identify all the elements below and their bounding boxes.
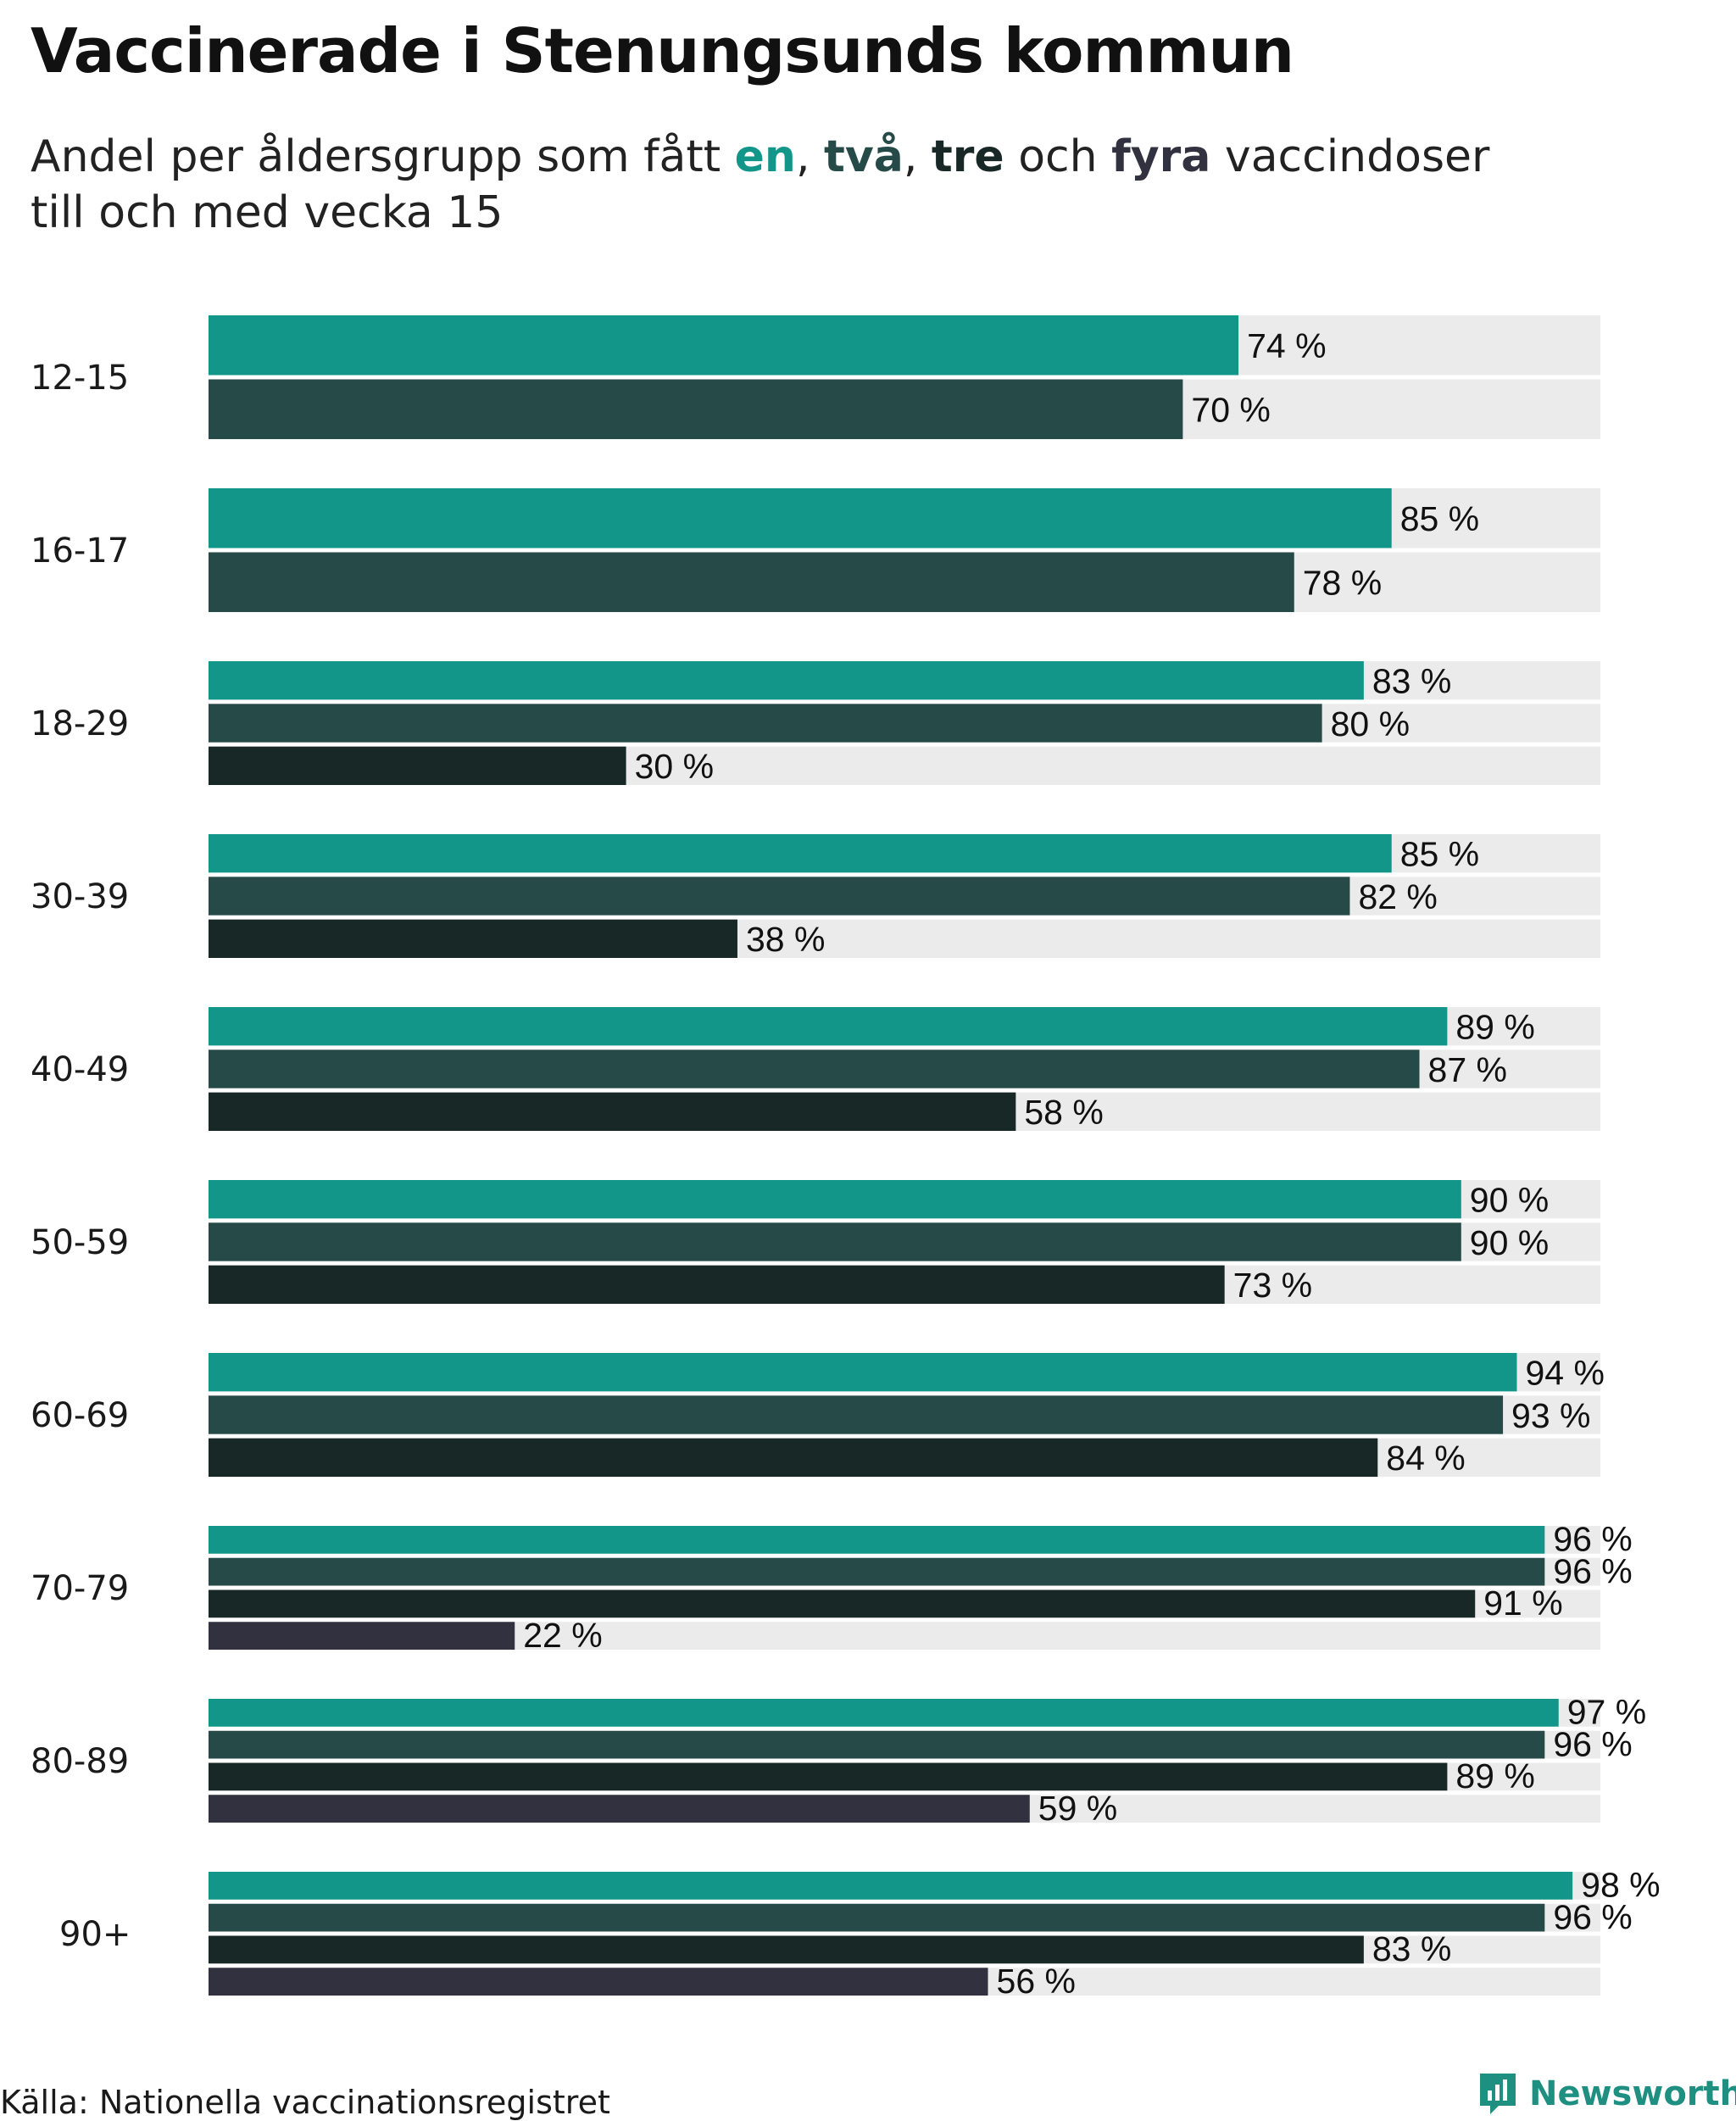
value-label: 38 %	[746, 920, 825, 959]
value-label: 80 %	[1331, 704, 1410, 743]
bar-fyra	[209, 1622, 515, 1650]
bar-tre	[209, 919, 737, 958]
bar-chart: 12-15 74 % 70 % 16-17 85 % 78 % 18-29 83 % 80 % 3…	[31, 315, 1661, 2001]
value-label: 98 %	[1581, 1866, 1660, 1905]
value-label: 85 %	[1400, 834, 1479, 873]
value-label: 30 %	[635, 747, 714, 786]
value-label: 83 %	[1372, 1929, 1451, 1968]
value-label: 58 %	[1024, 1093, 1103, 1132]
value-label: 96 %	[1553, 1551, 1632, 1590]
bar-tre	[209, 1935, 1364, 1964]
value-label: 94 %	[1525, 1353, 1604, 1392]
newsworthy-logo: Newsworthy	[1477, 2070, 1736, 2118]
value-label: 83 %	[1372, 661, 1451, 700]
category-label: 30-39	[31, 877, 129, 916]
subtitle-sep-1: ,	[795, 131, 825, 182]
subtitle-suffix: vaccindoser	[1210, 131, 1490, 182]
value-label: 89 %	[1455, 1756, 1534, 1795]
value-label: 87 %	[1428, 1050, 1507, 1089]
category-label: 50-59	[31, 1223, 129, 1262]
bar-tre	[209, 746, 626, 785]
chart-subtitle: Andel per åldersgrupp som fått en, två, …	[31, 129, 1641, 241]
source-note: Källa: Nationella vaccinationsregistret	[0, 2084, 610, 2121]
category-label: 16-17	[31, 532, 129, 571]
value-label: 97 %	[1567, 1693, 1646, 1732]
bar-två	[209, 704, 1322, 743]
value-label: 56 %	[997, 1962, 1076, 2001]
bar-en	[209, 1007, 1448, 1046]
value-label: 84 %	[1386, 1439, 1465, 1478]
bar-två	[209, 1730, 1545, 1759]
bar-en	[209, 1353, 1517, 1392]
value-label: 93 %	[1511, 1396, 1590, 1435]
value-label: 70 %	[1191, 391, 1270, 430]
value-label: 96 %	[1553, 1724, 1632, 1763]
value-label: 91 %	[1483, 1584, 1562, 1623]
bar-tre	[209, 1438, 1378, 1477]
bar-två	[209, 1557, 1545, 1586]
bar-två	[209, 1395, 1504, 1434]
value-label: 74 %	[1247, 326, 1326, 365]
bar-två	[209, 1222, 1461, 1261]
bar-tre	[209, 1265, 1225, 1304]
value-label: 22 %	[523, 1616, 602, 1655]
bar-en	[209, 315, 1239, 376]
legend-dose-2: två	[824, 131, 904, 182]
value-label: 85 %	[1400, 499, 1479, 538]
value-label: 90 %	[1470, 1180, 1549, 1219]
category-label: 80-89	[31, 1742, 129, 1781]
bar-tre	[209, 1589, 1476, 1618]
category-label: 90+	[59, 1915, 131, 1954]
bar-en	[209, 661, 1364, 700]
subtitle-line-2: till och med vecka 15	[31, 187, 504, 238]
newsworthy-logo-text: Newsworthy	[1529, 2074, 1736, 2113]
newsworthy-logo-icon	[1480, 2074, 1516, 2114]
value-label: 96 %	[1553, 1520, 1632, 1559]
bar-två	[209, 877, 1350, 916]
bar-en	[209, 1699, 1559, 1727]
value-label: 96 %	[1553, 1897, 1632, 1936]
bar-två	[209, 379, 1183, 439]
bar-en	[209, 1872, 1573, 1900]
bar-två	[209, 1903, 1545, 1932]
subtitle-sep-3: och	[1004, 131, 1112, 182]
chart-title: Vaccinerade i Stenungsunds kommun	[31, 15, 1294, 86]
value-label: 89 %	[1455, 1007, 1534, 1046]
category-label: 40-49	[31, 1050, 129, 1089]
category-label: 70-79	[31, 1569, 129, 1608]
legend-dose-3: tre	[931, 131, 1004, 182]
bar-en	[209, 834, 1392, 873]
bar-två	[209, 1049, 1420, 1088]
subtitle-prefix: Andel per åldersgrupp som fått	[31, 131, 735, 182]
category-label: 60-69	[31, 1396, 129, 1435]
bar-två	[209, 552, 1294, 612]
bar-fyra	[209, 1968, 988, 1996]
bar-tre	[209, 1092, 1016, 1131]
value-label: 82 %	[1358, 877, 1437, 916]
bar-tre	[209, 1762, 1448, 1791]
value-label: 90 %	[1470, 1223, 1549, 1262]
legend-dose-1: en	[734, 131, 796, 182]
category-label: 12-15	[31, 359, 129, 398]
subtitle-sep-2: ,	[903, 131, 932, 182]
bar-fyra	[209, 1795, 1030, 1823]
legend-dose-4: fyra	[1111, 131, 1211, 182]
value-label: 59 %	[1038, 1789, 1117, 1828]
category-label: 18-29	[31, 704, 129, 743]
value-label: 73 %	[1233, 1266, 1312, 1305]
value-label: 78 %	[1303, 564, 1382, 603]
bar-en	[209, 1526, 1545, 1554]
bar-en	[209, 1180, 1461, 1219]
bar-en	[209, 488, 1392, 548]
